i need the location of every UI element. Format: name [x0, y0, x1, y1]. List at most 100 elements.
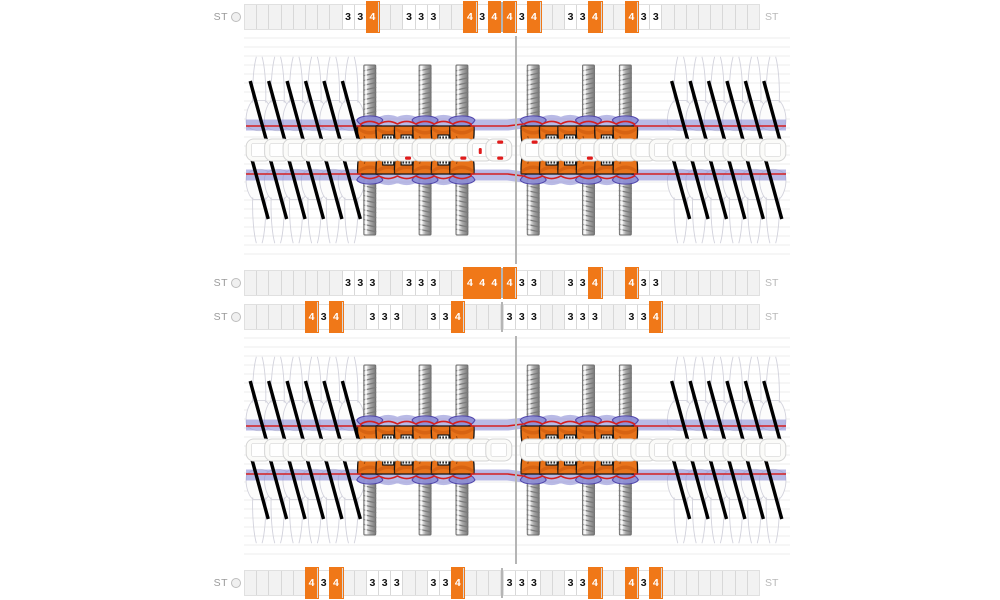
probing-cell-empty[interactable] [735, 5, 748, 29]
probing-cell[interactable]: 3 [564, 305, 578, 329]
probing-cell[interactable]: 3 [415, 5, 428, 29]
probing-cell[interactable]: 3 [577, 305, 590, 329]
probing-cell-empty[interactable] [613, 305, 626, 329]
probing-cell[interactable]: 3 [415, 271, 428, 295]
probing-cell-empty[interactable] [540, 305, 553, 329]
probing-cell-empty[interactable] [601, 271, 614, 295]
probing-cell[interactable]: 3 [318, 305, 331, 329]
probing-cell-empty[interactable] [257, 571, 270, 595]
probing-cell[interactable]: 3 [650, 271, 663, 295]
probing-cell-elevated[interactable]: 4 [589, 568, 602, 598]
probing-cell-elevated[interactable]: 4 [528, 2, 541, 32]
probing-cell-elevated[interactable]: 4 [488, 2, 500, 32]
probing-cell-empty[interactable] [281, 271, 294, 295]
probing-cell[interactable]: 3 [318, 571, 331, 595]
probing-cell-empty[interactable] [305, 271, 319, 295]
probing-cell-elevated[interactable]: 4 [625, 568, 639, 598]
probing-cell-empty[interactable] [293, 271, 306, 295]
probing-cell[interactable]: 3 [391, 571, 404, 595]
probing-cell-empty[interactable] [699, 571, 712, 595]
probing-cell-empty[interactable] [391, 5, 404, 29]
probing-cell-empty[interactable] [711, 5, 724, 29]
probing-cell-empty[interactable] [391, 271, 404, 295]
probing-cell[interactable]: 3 [504, 571, 517, 595]
probing-cell[interactable]: 3 [589, 305, 602, 329]
probing-cell-elevated[interactable]: 4 [366, 2, 380, 32]
probing-cell-empty[interactable] [723, 305, 736, 329]
probing-cell-empty[interactable] [552, 271, 565, 295]
probing-cell-empty[interactable] [552, 571, 565, 595]
probing-cell-empty[interactable] [257, 271, 270, 295]
probing-cell-empty[interactable] [440, 271, 453, 295]
probing-cell-empty[interactable] [488, 305, 500, 329]
probing-cell-empty[interactable] [318, 5, 331, 29]
probing-cell[interactable]: 3 [577, 571, 590, 595]
probing-cell[interactable]: 3 [528, 271, 541, 295]
probing-cell-empty[interactable] [305, 5, 319, 29]
probing-cell-elevated[interactable]: 4 [330, 568, 343, 598]
probing-cell[interactable]: 3 [528, 571, 541, 595]
probing-cell-empty[interactable] [540, 571, 553, 595]
probing-cell-empty[interactable] [711, 571, 724, 595]
probing-cell-elevated[interactable]: 4 [330, 302, 343, 332]
probing-cell-empty[interactable] [245, 5, 258, 29]
probing-cell[interactable]: 3 [564, 5, 578, 29]
probing-cell-empty[interactable] [540, 271, 553, 295]
probing-cell-elevated[interactable]: 4 [625, 268, 639, 298]
probing-cell-empty[interactable] [540, 5, 553, 29]
probing-cell-empty[interactable] [674, 571, 687, 595]
probing-cell[interactable]: 3 [342, 271, 355, 295]
probing-cell-empty[interactable] [293, 305, 306, 329]
probing-cell[interactable]: 3 [638, 271, 651, 295]
probing-cell-elevated[interactable]: 4 [504, 268, 517, 298]
probing-cell[interactable]: 3 [427, 571, 440, 595]
probing-cell-empty[interactable] [379, 271, 392, 295]
probing-cell-elevated[interactable]: 4 [650, 568, 663, 598]
probing-cell-empty[interactable] [662, 305, 675, 329]
probing-cell-empty[interactable] [613, 271, 626, 295]
probing-cell[interactable]: 3 [625, 305, 639, 329]
probing-cell-empty[interactable] [613, 5, 626, 29]
probing-cell[interactable]: 3 [403, 5, 416, 29]
probing-cell[interactable]: 3 [391, 305, 404, 329]
probing-cell-elevated[interactable]: 4 [504, 2, 517, 32]
probing-cell-empty[interactable] [662, 5, 675, 29]
probing-cell-empty[interactable] [269, 571, 282, 595]
probing-cell-elevated[interactable]: 4 [452, 302, 465, 332]
probing-cell-empty[interactable] [415, 305, 428, 329]
probing-cell-empty[interactable] [403, 571, 416, 595]
probing-cell[interactable]: 3 [564, 571, 578, 595]
probing-cell[interactable]: 3 [379, 305, 392, 329]
probing-cell-empty[interactable] [245, 571, 258, 595]
probing-cell-empty[interactable] [488, 571, 500, 595]
probing-cell-empty[interactable] [723, 271, 736, 295]
probing-cell[interactable]: 3 [427, 305, 440, 329]
probing-cell-empty[interactable] [613, 571, 626, 595]
probing-cell-empty[interactable] [723, 5, 736, 29]
probing-cell-empty[interactable] [342, 305, 355, 329]
gear-icon[interactable] [231, 312, 241, 322]
probing-cell-empty[interactable] [245, 305, 258, 329]
probing-cell[interactable]: 3 [427, 271, 440, 295]
probing-cell-empty[interactable] [354, 305, 367, 329]
probing-cell-empty[interactable] [281, 305, 294, 329]
probing-cell-empty[interactable] [330, 271, 343, 295]
probing-cell[interactable]: 3 [528, 305, 541, 329]
probing-cell[interactable]: 3 [650, 5, 663, 29]
probing-cell[interactable]: 3 [638, 571, 651, 595]
probing-cell-empty[interactable] [281, 571, 294, 595]
probing-cell[interactable]: 3 [354, 5, 367, 29]
probing-cell[interactable]: 3 [366, 571, 380, 595]
probing-cell-empty[interactable] [452, 271, 465, 295]
gear-icon[interactable] [231, 578, 241, 588]
probing-cell-elevated[interactable]: 4 [464, 268, 477, 298]
probing-cell-empty[interactable] [403, 305, 416, 329]
probing-cell-empty[interactable] [245, 271, 258, 295]
probing-cell[interactable]: 3 [379, 571, 392, 595]
probing-cell-empty[interactable] [699, 305, 712, 329]
probing-cell-empty[interactable] [318, 271, 331, 295]
gear-icon[interactable] [231, 278, 241, 288]
probing-cell[interactable]: 3 [366, 271, 380, 295]
probing-cell-empty[interactable] [476, 571, 489, 595]
probing-cell[interactable]: 3 [638, 5, 651, 29]
